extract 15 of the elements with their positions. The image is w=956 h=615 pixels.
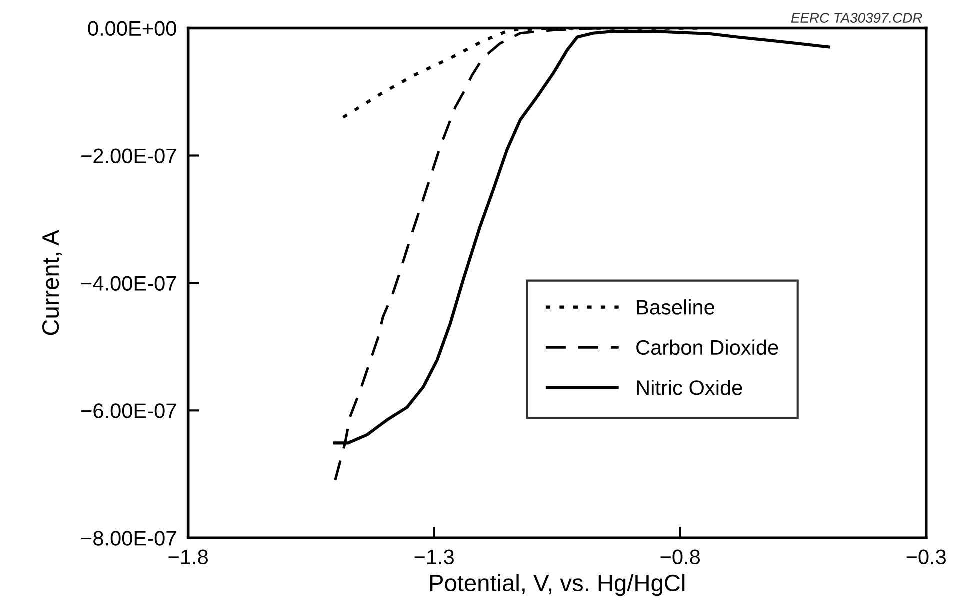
x-tick-label: −1.3 (414, 550, 454, 565)
y-tick-label: −8.00E-07 (82, 531, 176, 546)
y-tick-label: −2.00E-07 (82, 148, 176, 164)
y-tick-label: −4.00E-07 (82, 276, 176, 291)
x-tick-label: −0.3 (906, 550, 946, 565)
x-tick-label: −1.8 (168, 550, 208, 565)
legend-label: Carbon Dioxide (636, 340, 778, 356)
y-axis-title: Current, A (42, 230, 62, 336)
text: EERC TA30397.CDR (791, 13, 922, 23)
y-tick-label: 0.00E+00 (88, 21, 176, 36)
y-tick-label: −6.00E-07 (82, 404, 176, 418)
x-axis-title: Potential, V, vs. Hg/HgCl (430, 574, 685, 596)
legend-label: Baseline (637, 300, 715, 315)
x-tick-label: −0.8 (660, 550, 700, 565)
legend-label: Nitric Oxide (637, 380, 742, 396)
